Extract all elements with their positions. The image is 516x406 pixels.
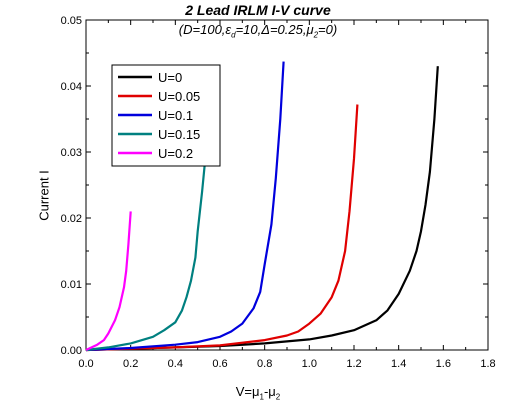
legend-label: U=0.1 <box>158 108 193 123</box>
series-line-3 <box>85 118 210 352</box>
chart-subtitle: (D=100,εd=10,Δ=0.25,μ2=0) <box>178 22 338 40</box>
y-axis-label: Current I <box>36 170 52 221</box>
y-tick-label: 0.05 <box>61 15 82 27</box>
x-tick-label: 0.2 <box>123 358 138 370</box>
x-tick-label: 0.6 <box>212 358 227 370</box>
series-line-4 <box>85 211 132 351</box>
x-tick-label: 0.4 <box>168 358 183 370</box>
x-tick-label: 1.2 <box>346 358 361 370</box>
series-line-1 <box>85 104 359 352</box>
x-tick-label: 1.4 <box>391 358 406 370</box>
legend-label: U=0.05 <box>158 89 200 104</box>
x-axis-label: V=μ1-μ2 <box>235 384 281 402</box>
x-tick-label: 1.8 <box>480 358 495 370</box>
x-tick-label: 0.8 <box>257 358 272 370</box>
legend-label: U=0 <box>158 70 182 85</box>
legend-label: U=0.2 <box>158 146 193 161</box>
y-tick-label: 0.01 <box>61 279 82 291</box>
series-line-2 <box>85 61 285 352</box>
x-tick-label: 0.0 <box>78 358 93 370</box>
legend-label: U=0.15 <box>158 127 200 142</box>
y-tick-label: 0.00 <box>61 345 82 357</box>
y-tick-label: 0.02 <box>61 213 82 225</box>
y-tick-label: 0.03 <box>61 147 82 159</box>
x-tick-label: 1.0 <box>302 358 317 370</box>
y-tick-label: 0.04 <box>61 81 82 93</box>
chart-title: 2 Lead IRLM I-V curve <box>185 2 331 18</box>
x-tick-label: 1.6 <box>436 358 451 370</box>
